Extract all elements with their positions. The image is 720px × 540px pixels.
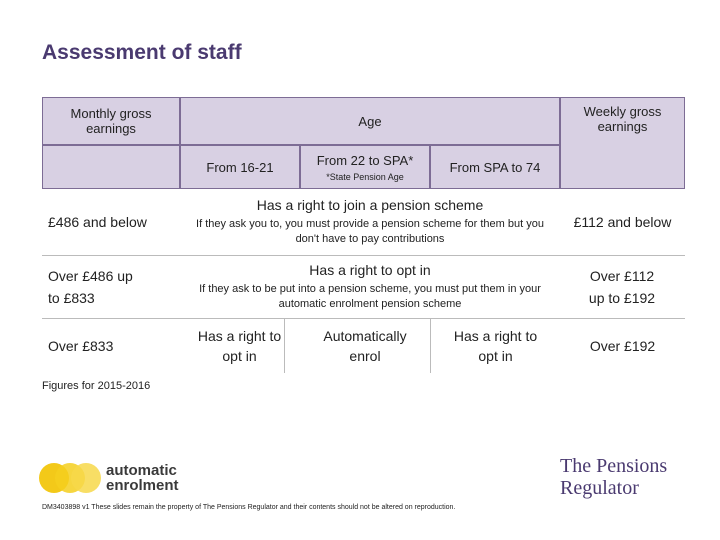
- weekly-cell: £112 and below: [573, 214, 672, 230]
- monthly-cell: Over £486 up to £833: [48, 268, 133, 306]
- cell: Automatically enrol: [323, 328, 407, 364]
- logo-text: automatic enrolment: [106, 462, 179, 494]
- title: Assessment of staff: [42, 41, 242, 64]
- weekly-cell: Over £192: [589, 338, 656, 354]
- merged-cell: Has a right to join a pension scheme If …: [180, 189, 560, 255]
- age-column: From 16-21: [180, 145, 300, 189]
- monthly-header: Monthly gross earnings: [42, 97, 180, 145]
- logo-mark: [39, 463, 101, 493]
- age-column: From SPA to 74: [430, 145, 560, 189]
- cell: Has a right to opt in: [430, 319, 560, 373]
- row-divider: [42, 255, 685, 256]
- monthly-cell: Over £833: [48, 338, 114, 354]
- weekly-header: Weekly gross earnings: [560, 97, 685, 189]
- weekly-cell: Over £112 up to £192: [588, 268, 656, 306]
- age-header: Age: [180, 97, 560, 145]
- age-column: From 22 to SPA*: [316, 152, 414, 168]
- age-column-box: From 22 to SPA* *State Pension Age: [300, 145, 430, 189]
- age-note: *State Pension Age: [326, 171, 404, 182]
- monthly-cell: £486 and below: [48, 214, 147, 230]
- cell: Has a right to opt in: [195, 319, 285, 373]
- cell-detail: If they ask to be put into a pension sch…: [199, 283, 541, 310]
- footnote: Figures for 2015-2016: [42, 380, 151, 392]
- disclaimer: DM3403898 v1 These slides remain the pro…: [42, 503, 456, 511]
- merged-cell: Has a right to opt in If they ask to be …: [180, 256, 560, 318]
- cell-detail: If they ask you to, you must provide a p…: [196, 218, 544, 245]
- header-cell: [42, 145, 180, 189]
- cell-heading: Has a right to join a pension scheme: [256, 197, 484, 213]
- cell-heading: Has a right to opt in: [309, 262, 431, 278]
- row-divider: [42, 318, 685, 319]
- logo-text: The Pensions Regulator: [560, 455, 668, 499]
